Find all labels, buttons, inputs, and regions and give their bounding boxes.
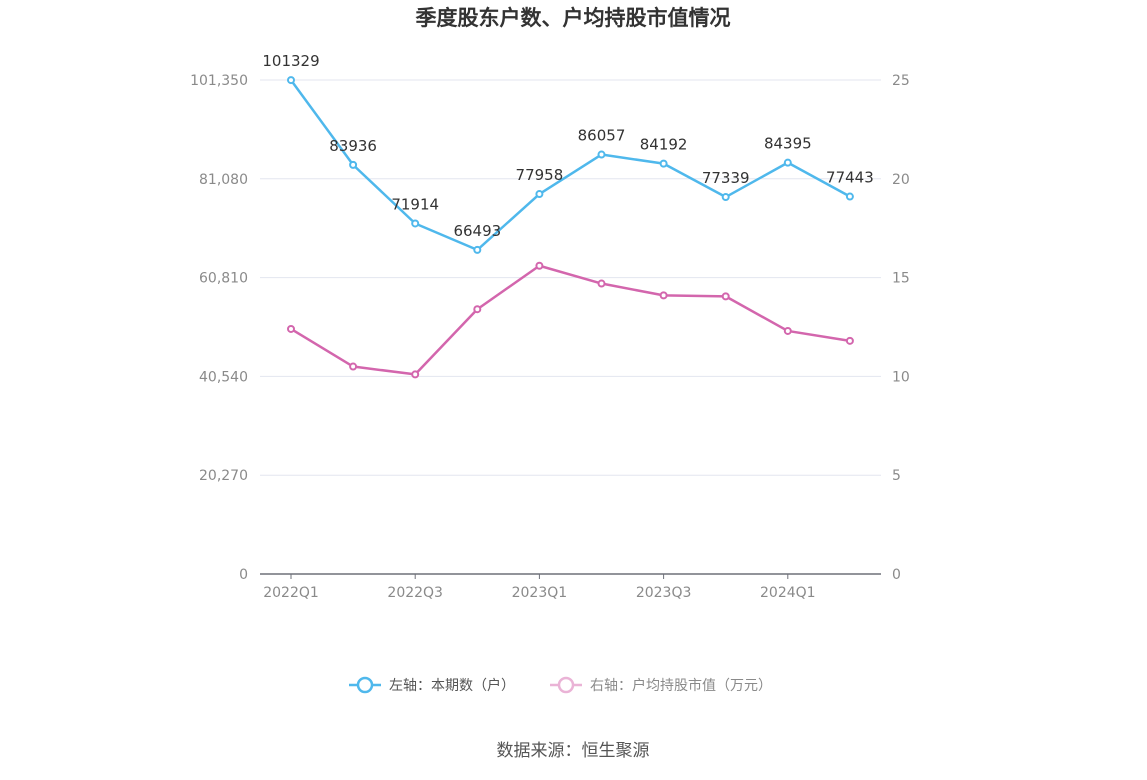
data-point-holders[interactable] [287, 76, 295, 85]
data-label-holders: 77958 [516, 166, 564, 184]
right-tick-label: 15 [892, 271, 910, 287]
data-label-holders: 71914 [391, 195, 439, 213]
right-tick-label: 10 [892, 369, 910, 385]
data-point-avg-value[interactable] [845, 336, 854, 345]
grid-lines [260, 79, 881, 476]
x-axis: 2022Q1 2022Q3 2023Q1 2023Q3 2024Q1 [260, 573, 881, 601]
series-line-avg-value [290, 264, 851, 376]
data-point-holders[interactable] [535, 190, 544, 199]
data-point-avg-value[interactable] [287, 324, 295, 333]
data-point-holders[interactable] [783, 158, 792, 167]
data-point-avg-value[interactable] [659, 291, 668, 300]
data-point-avg-value[interactable] [411, 370, 420, 379]
data-label-holders: 83936 [329, 137, 377, 155]
data-point-holders[interactable] [411, 219, 420, 228]
x-tick-label: 2022Q3 [387, 585, 443, 601]
legend-item-avg-value[interactable]: 右轴：户均持股市值（万元） [550, 676, 772, 694]
left-tick-label: 20,270 [199, 468, 248, 484]
right-axis: 0 5 10 15 20 25 [892, 73, 910, 583]
source-label: 数据来源：恒生聚源 [497, 741, 650, 761]
data-label-holders: 101329 [262, 52, 319, 70]
legend-label: 左轴：本期数（户） [389, 677, 515, 694]
left-tick-label: 101,350 [190, 73, 248, 89]
data-point-holders[interactable] [597, 150, 606, 159]
legend-marker-icon [557, 676, 575, 694]
x-tick-label: 2024Q1 [760, 585, 816, 601]
chart-title: 季度股东户数、户均持股市值情况 [416, 6, 731, 30]
data-point-holders[interactable] [845, 192, 854, 201]
left-tick-label: 40,540 [199, 369, 248, 385]
legend-marker-icon [356, 676, 374, 694]
data-point-avg-value[interactable] [783, 326, 792, 335]
data-point-avg-value[interactable] [597, 279, 606, 288]
series-group: 101329 83936 71914 66493 77958 86057 84192 7733… [262, 52, 874, 379]
legend-item-holders[interactable]: 左轴：本期数（户） [349, 676, 515, 694]
legend-label: 右轴：户均持股市值（万元） [590, 677, 772, 694]
x-tick-label: 2022Q1 [263, 585, 319, 601]
data-label-holders: 84192 [640, 136, 688, 154]
left-tick-label: 81,080 [199, 172, 248, 188]
data-point-holders[interactable] [349, 160, 358, 169]
data-point-holders[interactable] [659, 159, 668, 168]
series-line-holders [289, 79, 851, 252]
data-label-holders: 77443 [826, 169, 874, 187]
left-axis: 0 20,270 40,540 60,810 81,080 101,350 [190, 73, 248, 583]
data-label-holders: 86057 [578, 127, 626, 145]
data-point-holders[interactable] [473, 245, 482, 254]
left-tick-label: 0 [239, 567, 248, 583]
right-tick-label: 20 [892, 172, 910, 188]
data-label-holders: 66493 [453, 222, 501, 240]
data-point-avg-value[interactable] [535, 261, 544, 270]
left-tick-label: 60,810 [199, 271, 248, 287]
data-point-avg-value[interactable] [473, 305, 482, 314]
data-point-avg-value[interactable] [721, 292, 730, 301]
right-tick-label: 25 [892, 73, 910, 89]
right-tick-label: 0 [892, 567, 901, 583]
x-tick-label: 2023Q1 [512, 585, 568, 601]
x-tick-label: 2023Q3 [636, 585, 692, 601]
data-label-holders: 77339 [702, 169, 750, 187]
data-label-holders: 84395 [764, 135, 812, 153]
data-point-holders[interactable] [721, 193, 730, 202]
legend[interactable]: 左轴：本期数（户） 右轴：户均持股市值（万元） [349, 676, 772, 694]
right-tick-label: 5 [892, 468, 901, 484]
data-point-avg-value[interactable] [349, 362, 358, 371]
